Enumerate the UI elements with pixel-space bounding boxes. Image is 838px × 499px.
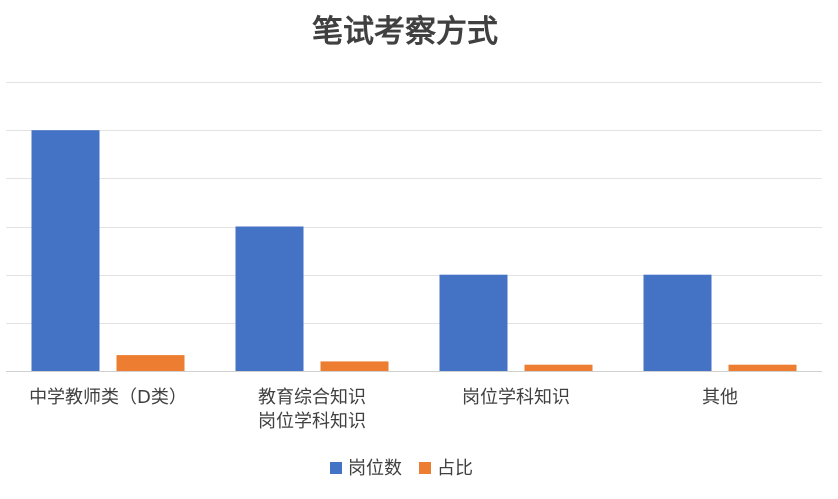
bar-series1-3 <box>643 274 712 371</box>
legend-label-0: 岗位数 <box>348 458 402 479</box>
bars <box>31 130 797 371</box>
chart-title: 笔试考察方式 <box>312 14 498 50</box>
x-tick-label: 中学教师类（D类） <box>29 387 187 408</box>
x-tick-label: 教育综合知识 <box>258 387 366 408</box>
bar-series2-3 <box>728 364 797 371</box>
bar-series1-2 <box>439 274 508 371</box>
bar-series2-1 <box>320 361 389 371</box>
legend-swatch-0 <box>330 462 342 474</box>
x-tick-label: 岗位学科知识 <box>258 411 366 432</box>
gridlines <box>6 82 822 372</box>
bar-series1-0 <box>31 130 100 371</box>
bar-series2-2 <box>524 364 593 371</box>
x-tick-label: 岗位学科知识 <box>462 387 570 408</box>
legend: 岗位数 占比 <box>330 458 473 479</box>
bar-series2-0 <box>116 355 185 371</box>
x-tick-label: 其他 <box>702 387 738 408</box>
bar-series1-1 <box>235 226 304 371</box>
legend-swatch-1 <box>419 462 431 474</box>
legend-label-1: 占比 <box>437 458 473 479</box>
